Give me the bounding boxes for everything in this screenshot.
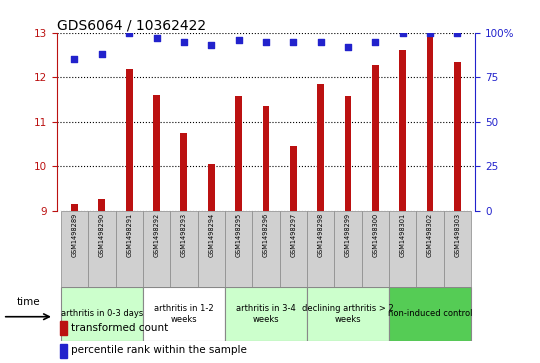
Text: declining arthritis > 2
weeks: declining arthritis > 2 weeks bbox=[302, 304, 394, 324]
Text: GSM1498295: GSM1498295 bbox=[235, 213, 241, 257]
Point bbox=[207, 42, 215, 48]
Point bbox=[371, 38, 380, 44]
Bar bbox=[235, 96, 242, 211]
Bar bbox=[427, 33, 434, 211]
Bar bbox=[334, 211, 362, 287]
Point bbox=[316, 38, 325, 44]
Bar bbox=[399, 50, 406, 211]
Text: GSM1498294: GSM1498294 bbox=[208, 213, 214, 257]
Bar bbox=[252, 211, 280, 287]
Bar bbox=[61, 287, 143, 341]
Bar bbox=[180, 133, 187, 211]
Bar bbox=[454, 62, 461, 211]
Bar bbox=[208, 164, 215, 211]
Point bbox=[426, 30, 434, 36]
Bar bbox=[88, 211, 116, 287]
Point bbox=[70, 56, 79, 62]
Point bbox=[399, 30, 407, 36]
Text: GSM1498300: GSM1498300 bbox=[373, 213, 379, 257]
Bar bbox=[61, 211, 88, 287]
Text: GSM1498291: GSM1498291 bbox=[126, 213, 132, 257]
Text: GSM1498299: GSM1498299 bbox=[345, 213, 351, 257]
Text: GSM1498303: GSM1498303 bbox=[455, 213, 461, 257]
Bar bbox=[225, 211, 252, 287]
Text: arthritis in 3-4
weeks: arthritis in 3-4 weeks bbox=[236, 304, 296, 324]
Bar bbox=[98, 199, 105, 211]
Text: GSM1498301: GSM1498301 bbox=[400, 213, 406, 257]
Text: non-induced control: non-induced control bbox=[388, 310, 472, 318]
Bar bbox=[262, 106, 269, 211]
Text: transformed count: transformed count bbox=[71, 323, 168, 333]
Point bbox=[125, 30, 133, 36]
Bar bbox=[290, 146, 296, 211]
Bar bbox=[126, 69, 133, 211]
Bar bbox=[389, 287, 471, 341]
Bar bbox=[345, 96, 352, 211]
Text: GSM1498293: GSM1498293 bbox=[181, 213, 187, 257]
Text: arthritis in 1-2
weeks: arthritis in 1-2 weeks bbox=[154, 304, 214, 324]
Bar bbox=[198, 211, 225, 287]
Text: GSM1498302: GSM1498302 bbox=[427, 213, 433, 257]
Text: arthritis in 0-3 days: arthritis in 0-3 days bbox=[60, 310, 143, 318]
Point bbox=[453, 30, 462, 36]
Point bbox=[234, 37, 243, 43]
Bar bbox=[59, 321, 67, 335]
Point bbox=[343, 44, 352, 50]
Bar bbox=[444, 211, 471, 287]
Bar bbox=[416, 211, 444, 287]
Point bbox=[180, 38, 188, 44]
Point bbox=[98, 51, 106, 57]
Bar bbox=[59, 344, 67, 358]
Bar bbox=[307, 211, 334, 287]
Text: GSM1498296: GSM1498296 bbox=[263, 213, 269, 257]
Bar bbox=[225, 287, 307, 341]
Point bbox=[262, 38, 271, 44]
Text: time: time bbox=[17, 297, 40, 307]
Bar bbox=[280, 211, 307, 287]
Bar bbox=[116, 211, 143, 287]
Text: GDS6064 / 10362422: GDS6064 / 10362422 bbox=[57, 18, 206, 32]
Bar bbox=[362, 211, 389, 287]
Bar bbox=[143, 287, 225, 341]
Text: percentile rank within the sample: percentile rank within the sample bbox=[71, 346, 247, 355]
Text: GSM1498289: GSM1498289 bbox=[71, 213, 77, 257]
Bar bbox=[372, 65, 379, 211]
Point bbox=[152, 35, 161, 41]
Bar bbox=[153, 95, 160, 211]
Point bbox=[289, 38, 298, 44]
Bar bbox=[307, 287, 389, 341]
Bar bbox=[71, 204, 78, 211]
Text: GSM1498290: GSM1498290 bbox=[99, 213, 105, 257]
Bar bbox=[143, 211, 170, 287]
Text: GSM1498297: GSM1498297 bbox=[291, 213, 296, 257]
Bar bbox=[389, 211, 416, 287]
Bar bbox=[317, 84, 324, 211]
Text: GSM1498298: GSM1498298 bbox=[318, 213, 323, 257]
Text: GSM1498292: GSM1498292 bbox=[153, 213, 159, 257]
Bar bbox=[170, 211, 198, 287]
